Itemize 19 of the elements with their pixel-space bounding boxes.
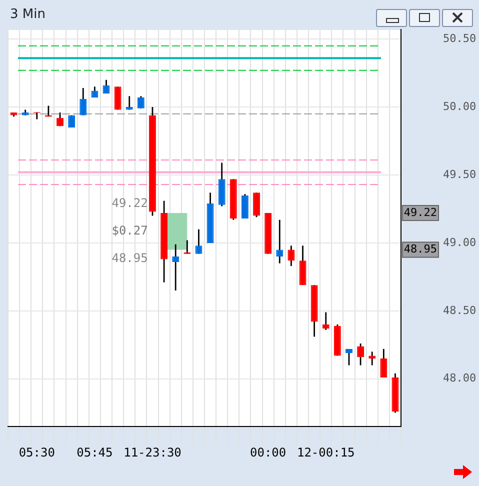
x-tick-label: 12-00:15 bbox=[296, 446, 355, 460]
annotation: 48.95 bbox=[112, 250, 148, 265]
y-tick-label: 48.50 bbox=[443, 304, 476, 317]
x-tick-label: 11-23:30 bbox=[124, 446, 182, 460]
y-tick-label: 49.50 bbox=[443, 168, 476, 181]
text: 49.22 bbox=[404, 206, 437, 219]
x-tick-label: 05:30 bbox=[18, 446, 55, 460]
annotation: 49.22 bbox=[112, 196, 148, 210]
x-tick-label: 05:45 bbox=[76, 446, 113, 460]
y-tick-label: 50.00 bbox=[443, 100, 476, 113]
candlestick bbox=[172, 244, 180, 291]
candlestick bbox=[276, 220, 284, 264]
text: 48.95 bbox=[404, 242, 437, 256]
y-tick-label: 49.00 bbox=[443, 236, 476, 249]
chart-title: 3 Min bbox=[10, 7, 46, 22]
x-tick-label: 00:00 bbox=[250, 446, 286, 460]
y-tick-label: 48.00 bbox=[443, 372, 476, 385]
band-label: $0.27 bbox=[112, 224, 148, 238]
y-tick-label: 50.50 bbox=[443, 32, 476, 45]
